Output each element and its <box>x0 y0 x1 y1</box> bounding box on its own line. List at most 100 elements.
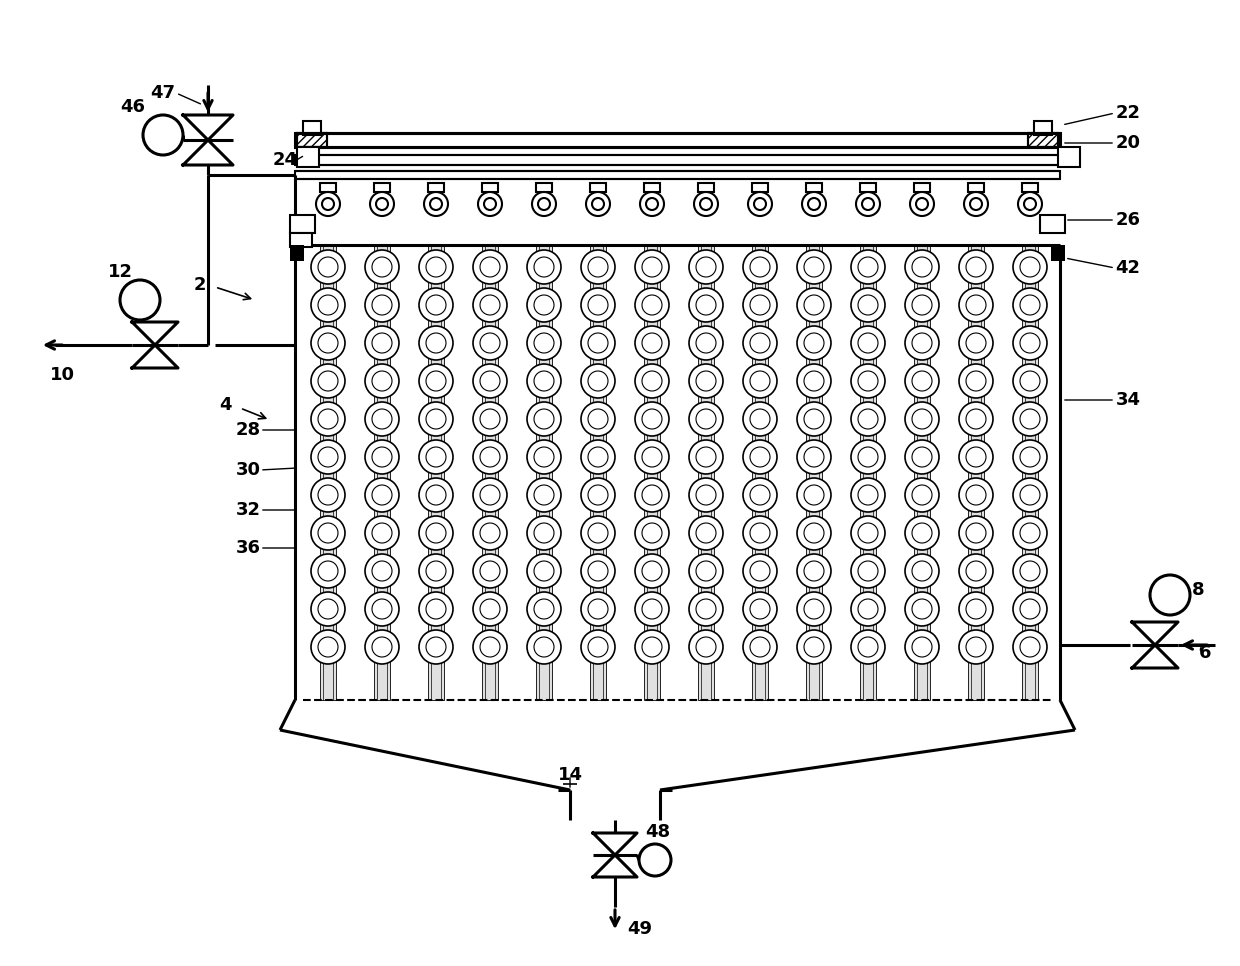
Circle shape <box>534 561 554 581</box>
Circle shape <box>472 478 507 512</box>
Circle shape <box>750 599 770 619</box>
Circle shape <box>959 326 993 360</box>
Circle shape <box>427 333 446 353</box>
Circle shape <box>419 554 453 588</box>
Circle shape <box>538 198 551 210</box>
Circle shape <box>911 637 932 657</box>
Bar <box>1052 245 1065 261</box>
Circle shape <box>911 447 932 467</box>
Circle shape <box>966 371 986 391</box>
Circle shape <box>905 326 939 360</box>
Circle shape <box>1024 198 1035 210</box>
Circle shape <box>862 198 874 210</box>
Bar <box>295 155 1060 165</box>
Circle shape <box>1013 326 1047 360</box>
Circle shape <box>966 447 986 467</box>
Circle shape <box>427 295 446 315</box>
Circle shape <box>858 371 878 391</box>
Circle shape <box>372 561 392 581</box>
Circle shape <box>905 440 939 474</box>
Circle shape <box>419 326 453 360</box>
Circle shape <box>916 198 928 210</box>
Circle shape <box>527 516 560 550</box>
Circle shape <box>797 630 831 664</box>
Circle shape <box>797 554 831 588</box>
Circle shape <box>588 485 608 505</box>
Circle shape <box>317 333 339 353</box>
Circle shape <box>1013 554 1047 588</box>
Circle shape <box>966 637 986 657</box>
Circle shape <box>959 554 993 588</box>
Circle shape <box>472 592 507 626</box>
Circle shape <box>851 592 885 626</box>
Circle shape <box>372 295 392 315</box>
Circle shape <box>1021 257 1040 277</box>
Circle shape <box>642 523 662 543</box>
Circle shape <box>322 198 334 210</box>
Bar <box>1022 245 1038 700</box>
Circle shape <box>424 192 448 216</box>
Circle shape <box>588 599 608 619</box>
Text: 2: 2 <box>193 276 206 294</box>
Circle shape <box>588 447 608 467</box>
Bar <box>295 133 1060 147</box>
Circle shape <box>750 257 770 277</box>
Bar <box>374 183 391 192</box>
Circle shape <box>635 516 670 550</box>
Circle shape <box>472 554 507 588</box>
Circle shape <box>527 592 560 626</box>
Circle shape <box>534 485 554 505</box>
Circle shape <box>527 440 560 474</box>
Circle shape <box>419 630 453 664</box>
Circle shape <box>635 288 670 322</box>
Circle shape <box>1013 630 1047 664</box>
Circle shape <box>696 409 715 429</box>
Circle shape <box>804 371 825 391</box>
Bar <box>698 183 714 192</box>
Circle shape <box>527 402 560 436</box>
Circle shape <box>419 250 453 284</box>
Text: 28: 28 <box>236 421 260 439</box>
Circle shape <box>372 257 392 277</box>
Circle shape <box>858 409 878 429</box>
Polygon shape <box>593 855 637 877</box>
Circle shape <box>959 250 993 284</box>
Circle shape <box>582 250 615 284</box>
Circle shape <box>696 447 715 467</box>
Circle shape <box>316 192 340 216</box>
Circle shape <box>858 295 878 315</box>
Circle shape <box>480 599 500 619</box>
Circle shape <box>750 333 770 353</box>
Text: 6: 6 <box>1199 644 1211 662</box>
Circle shape <box>120 280 160 320</box>
Circle shape <box>317 485 339 505</box>
Circle shape <box>851 364 885 398</box>
Circle shape <box>905 402 939 436</box>
Circle shape <box>858 599 878 619</box>
Circle shape <box>1013 250 1047 284</box>
Circle shape <box>365 288 399 322</box>
Circle shape <box>804 637 825 657</box>
Circle shape <box>851 440 885 474</box>
Circle shape <box>959 288 993 322</box>
Text: 12: 12 <box>108 263 133 281</box>
Circle shape <box>365 326 399 360</box>
Text: 36: 36 <box>236 539 260 557</box>
Circle shape <box>317 561 339 581</box>
Circle shape <box>317 523 339 543</box>
Circle shape <box>966 523 986 543</box>
Circle shape <box>472 288 507 322</box>
Circle shape <box>804 333 825 353</box>
Circle shape <box>696 561 715 581</box>
Bar <box>290 215 315 233</box>
Circle shape <box>689 250 723 284</box>
Circle shape <box>480 523 500 543</box>
Polygon shape <box>184 140 233 165</box>
Circle shape <box>317 409 339 429</box>
Text: 24: 24 <box>273 151 298 169</box>
Bar <box>968 183 985 192</box>
Circle shape <box>743 440 777 474</box>
Circle shape <box>804 561 825 581</box>
Circle shape <box>527 478 560 512</box>
Polygon shape <box>1132 645 1178 668</box>
